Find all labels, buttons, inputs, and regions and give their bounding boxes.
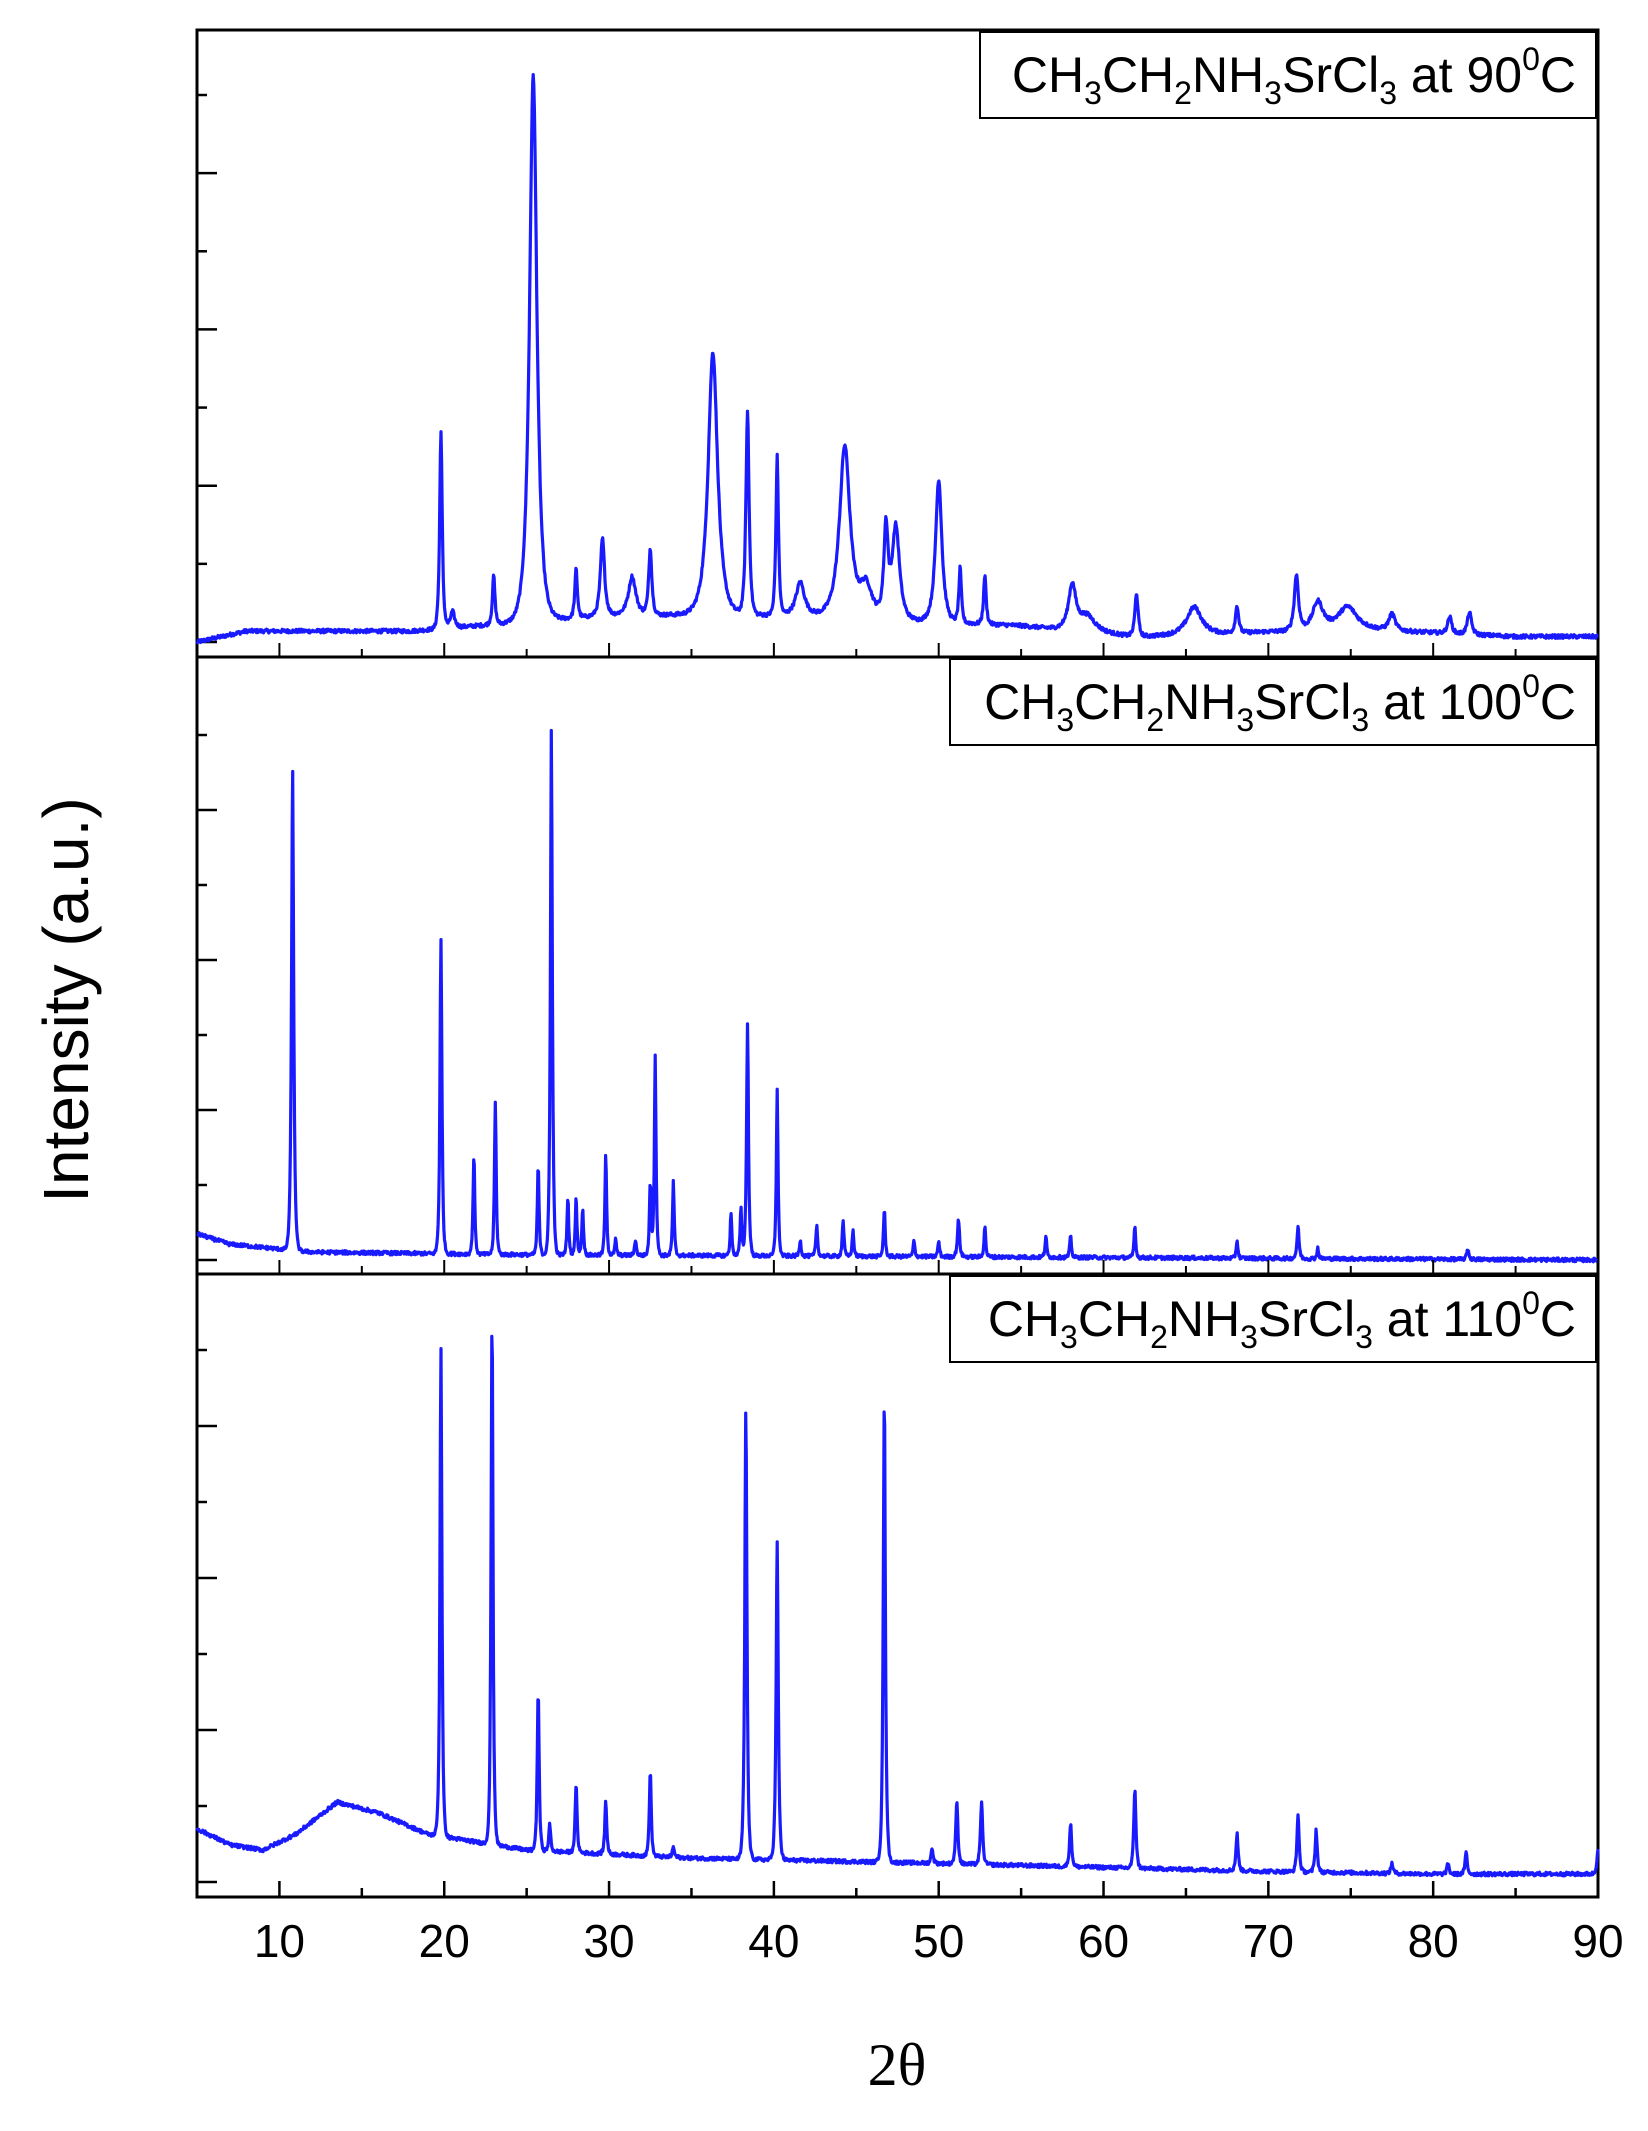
legend-box <box>949 1275 1597 1363</box>
legend-box <box>949 658 1597 746</box>
x-axis-title: 2θ <box>868 2032 927 2098</box>
panel-frame <box>195 28 1600 659</box>
legend: CH3CH2NH3SrCl3 at 1000C <box>949 658 1597 746</box>
y-ticks <box>197 93 217 644</box>
legend: CH3CH2NH3SrCl3 at 1100C <box>949 1275 1597 1363</box>
series-line <box>195 1334 1600 1878</box>
x-tick-label: 80 <box>1408 1915 1459 1967</box>
legend: CH3CH2NH3SrCl3 at 900C <box>979 31 1597 119</box>
panel-frame <box>195 1272 1600 1899</box>
x-tick-label: 40 <box>748 1915 799 1967</box>
legend-box <box>979 31 1597 119</box>
panel-frame <box>195 655 1600 1276</box>
x-axis: 10 20 30 40 50 60 70 80 90 <box>195 643 1624 1967</box>
legend-label: CH3CH2NH3SrCl3 at 900C <box>1012 41 1576 111</box>
panels-group: CH3CH2NH3SrCl3 at 900C CH3CH2NH3SrCl3 at … <box>195 28 1600 1899</box>
x-tick-label: 30 <box>583 1915 634 1967</box>
x-tick-label: 50 <box>913 1915 964 1967</box>
panel-1: CH3CH2NH3SrCl3 at 900C <box>195 28 1600 659</box>
y-axis-title: Intensity (a.u.) <box>30 797 102 1203</box>
x-tick-label: 90 <box>1572 1915 1623 1967</box>
y-ticks <box>197 733 217 1262</box>
x-tick-label: 70 <box>1243 1915 1294 1967</box>
panel-2: CH3CH2NH3SrCl3 at 1000C <box>195 655 1600 1276</box>
legend-label: CH3CH2NH3SrCl3 at 1000C <box>984 668 1576 738</box>
panel-3: CH3CH2NH3SrCl3 at 1100C <box>195 1272 1600 1899</box>
legend-label: CH3CH2NH3SrCl3 at 1100C <box>988 1285 1576 1355</box>
x-tick-label: 10 <box>254 1915 305 1967</box>
series-line <box>196 728 1600 1264</box>
y-ticks <box>197 1348 217 1884</box>
series-line <box>195 73 1599 645</box>
x-tick-label: 60 <box>1078 1915 1129 1967</box>
x-tick-label: 20 <box>419 1915 470 1967</box>
